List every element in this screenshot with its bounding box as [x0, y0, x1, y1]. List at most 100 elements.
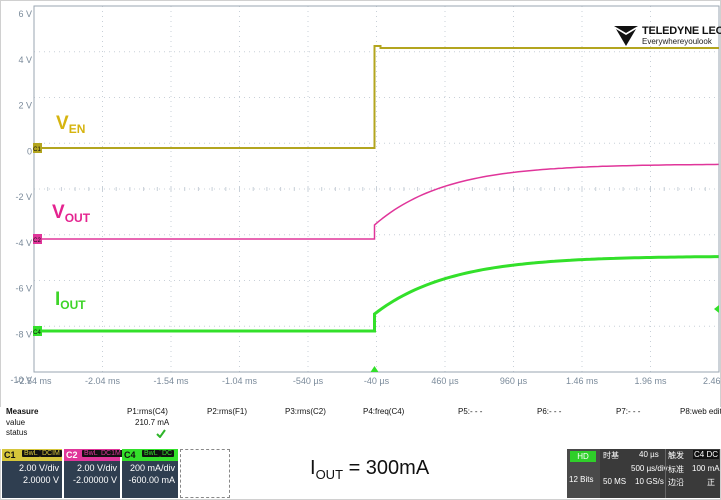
c1-tag-bwl: BwL [22, 450, 40, 457]
timebase-samples: 50 MS [603, 477, 627, 486]
measure-value-row: value 210.7 mA [0, 418, 721, 430]
timebase-rate: 10 GS/s [635, 477, 664, 486]
value-row-label: value [6, 418, 26, 427]
y-tick-label: -2 V [15, 192, 32, 202]
y-tick-label: 6 V [18, 9, 32, 19]
teledyne-lecroy-logo: TELEDYNE LECROY Everywhereyoulook [614, 25, 721, 47]
timebase-trigger-panel[interactable]: HD 12 Bits 时基 40 µs 500 µs/div 50 MS 10 … [567, 449, 720, 498]
param-p4[interactable]: P4:freq(C4) [363, 407, 405, 416]
channel-c4-name: C4 [124, 450, 136, 460]
channel-c1-header: C1 BwL DCIM [2, 449, 62, 461]
param-p6[interactable]: P6:- - - [537, 407, 562, 416]
c2-trace [34, 163, 719, 240]
caption-rest: = 300mA [343, 457, 430, 479]
annotation-vout: VOUT [52, 202, 91, 225]
y-tick-label: -10 V [10, 375, 32, 385]
teledyne-logo-icon [614, 26, 638, 46]
trigger-mode: 标准 [668, 465, 684, 474]
y-tick-label: -4 V [15, 238, 32, 248]
x-tick-label: 1.96 ms [634, 376, 667, 386]
current-caption: IOUT = 300mA [310, 457, 429, 482]
panel-divider [665, 449, 666, 498]
hd-box: HD 12 Bits [567, 449, 600, 498]
trigger-slope: 边沿 [668, 478, 684, 487]
param-p1[interactable]: P1:rms(C4) [127, 407, 168, 416]
c4-offset: -600.00 mA [128, 475, 175, 485]
c2-scale: 2.00 V/div [76, 463, 117, 473]
x-tick-label: 1.46 ms [566, 376, 599, 386]
channel-empty-slot[interactable] [180, 449, 230, 498]
channel-c4-box[interactable]: C4 BwL DC 200 mA/div -600.00 mA [122, 449, 178, 498]
x-tick-label: -1.54 ms [153, 376, 189, 386]
c4-scale: 200 mA/div [129, 463, 175, 473]
y-tick-label: 2 V [18, 101, 32, 111]
bits-label: 12 Bits [569, 475, 594, 484]
caption-sub: OUT [315, 467, 344, 482]
channel-marker-label: C1 [33, 147, 41, 153]
param-p8[interactable]: P8:web edit [680, 407, 721, 416]
param-p2[interactable]: P2:rms(F1) [207, 407, 247, 416]
x-tick-label: 2.46 ms [703, 376, 721, 386]
c2-tag-bwl: BwL [82, 450, 100, 457]
trigger-level: 100 mA [692, 464, 720, 473]
x-tick-label: -2.04 ms [85, 376, 121, 386]
p1-value: 210.7 mA [135, 418, 170, 427]
channel-marker-label: C2 [33, 238, 41, 244]
annotation-iout: IOUT [55, 289, 86, 312]
y-tick-label: 4 V [18, 55, 32, 65]
trigger-polarity: 正 [707, 478, 715, 487]
measure-status-row: status [0, 428, 721, 440]
measure-table: Measure P1:rms(C4) P2:rms(F1) P3:rms(C2)… [0, 407, 721, 449]
c1-tag-coupling: DCIM [40, 450, 62, 457]
c2-tag-coupling: DC1M [99, 450, 123, 457]
c2-offset: -2.00000 V [72, 475, 117, 485]
x-tick-label: 460 µs [431, 376, 459, 386]
x-tick-label: -1.04 ms [222, 376, 258, 386]
channel-c2-header: C2 BwL DC1M [64, 449, 123, 461]
channel-c2-name: C2 [66, 450, 78, 460]
logo-tagline-text: Everywhereyoulook [642, 37, 712, 46]
param-p7[interactable]: P7:- - - [616, 407, 641, 416]
logo-brand-text: TELEDYNE LECROY [642, 25, 721, 37]
c1-trace [34, 45, 719, 149]
measure-header[interactable]: Measure [6, 407, 39, 416]
x-tick-label: -40 µs [364, 376, 390, 386]
channel-marker [33, 234, 42, 244]
waveform-display[interactable]: 6 V 4 V 2 V 0 -2 V -4 V -6 V -8 V -10 V-2.54 ms -… [0, 0, 721, 407]
channel-c2-box[interactable]: C2 BwL DC1M 2.00 V/div -2.00000 V [64, 449, 123, 498]
c4-tag-coupling: DC [160, 450, 175, 457]
trigger-position-marker [370, 366, 379, 372]
c4-trace [34, 255, 719, 333]
param-p3[interactable]: P3:rms(C2) [285, 407, 326, 416]
c1-scale: 2.00 V/div [18, 463, 59, 473]
y-tick-label: 0 [27, 146, 32, 156]
channel-marker [33, 143, 42, 153]
channel-strip: C1 BwL DCIM 2.00 V/div 2.0000 V C2 BwL D… [0, 449, 721, 499]
trigger-channel: C4 DC [693, 450, 720, 459]
status-row-label: status [6, 428, 28, 437]
checkmark-icon [156, 429, 166, 438]
channel-marker-label: C4 [33, 330, 41, 336]
timebase-delay: 40 µs [639, 450, 659, 459]
timebase-per-div: 500 µs/div [631, 464, 668, 473]
x-tick-label: 960 µs [500, 376, 528, 386]
timebase-label: 时基 [603, 451, 619, 460]
c1-offset: 2.0000 V [22, 475, 59, 485]
channel-c4-header: C4 BwL DC [122, 449, 178, 461]
caption-main: I [310, 457, 316, 479]
channel-c1-box[interactable]: C1 BwL DCIM 2.00 V/div 2.0000 V [2, 449, 62, 498]
y-tick-label: -6 V [15, 284, 32, 294]
channel-marker [33, 326, 42, 336]
trigger-label: 触发 [668, 451, 684, 460]
c4-tag-bwl: BwL [142, 450, 160, 457]
trigger-level-marker [714, 305, 719, 313]
measure-header-row: Measure P1:rms(C4) P2:rms(F1) P3:rms(C2)… [0, 407, 721, 419]
x-tick-label: -540 µs [293, 376, 324, 386]
annotation-ven: VEN [56, 113, 85, 136]
param-p5[interactable]: P5:- - - [458, 407, 483, 416]
hd-badge: HD [570, 451, 596, 462]
y-tick-label: -8 V [15, 329, 32, 339]
x-tick-label: -2.54 ms [16, 376, 52, 386]
channel-c1-name: C1 [4, 450, 16, 460]
